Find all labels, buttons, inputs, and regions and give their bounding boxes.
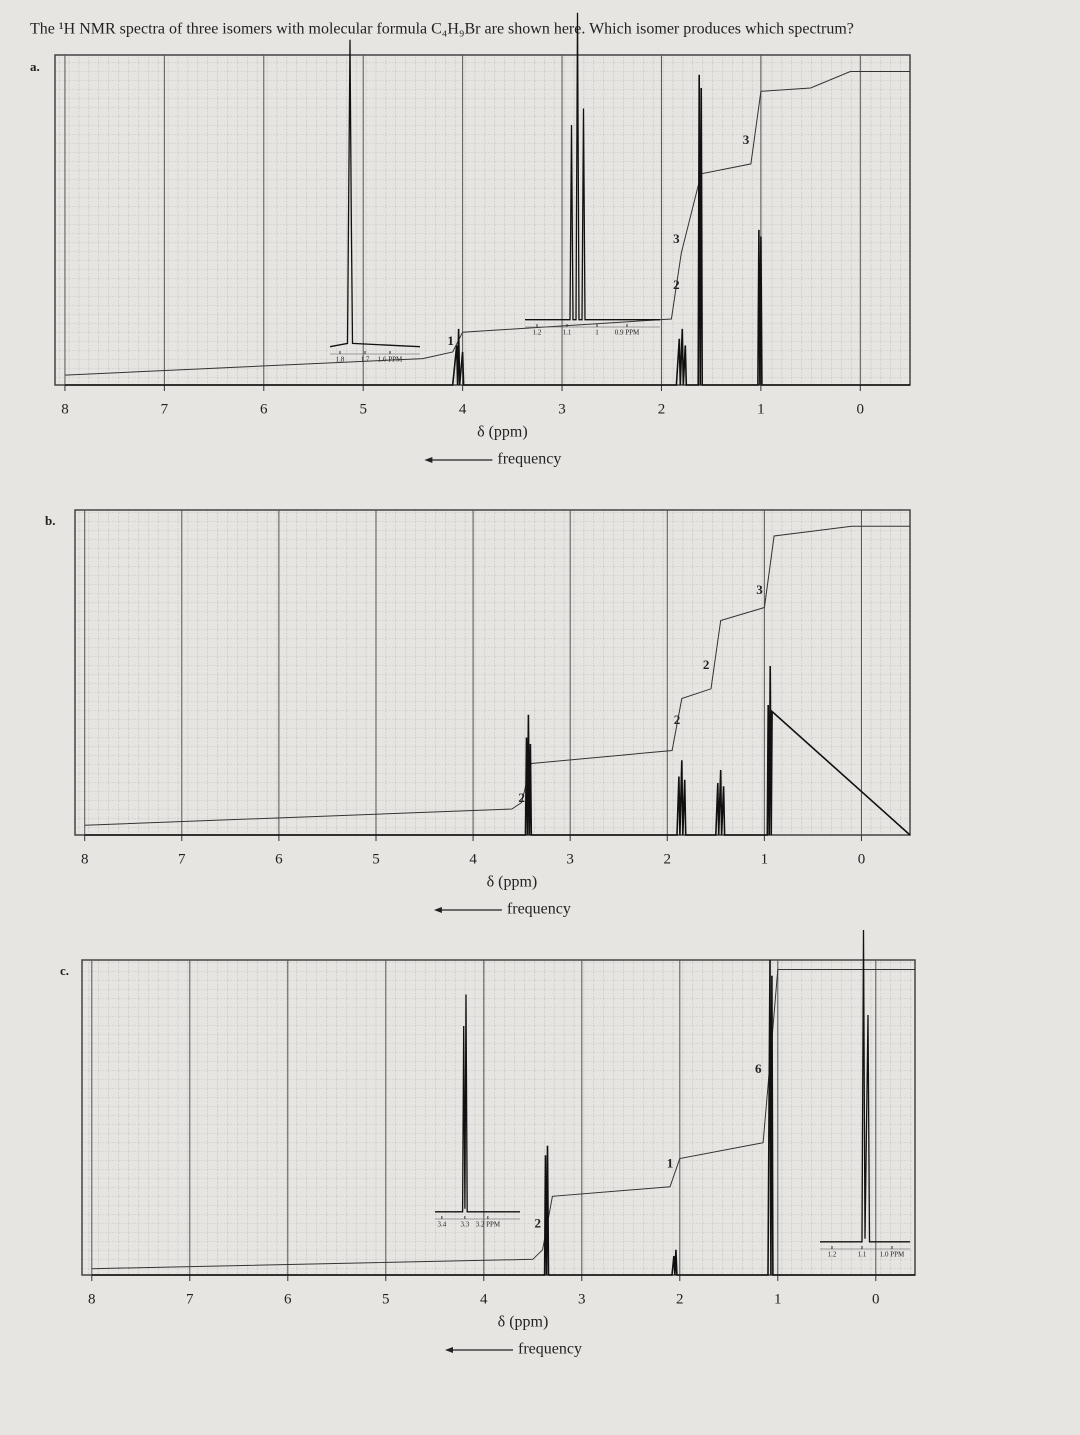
question: The ¹H NMR spectra of three isomers with… [30,21,854,38]
panel-label: b. [45,513,55,528]
x-axis-label: δ (ppm) [487,874,538,891]
inset-tick-label: 1 [595,329,599,337]
inset-spectrum [525,12,660,321]
inset-spectrum [435,994,520,1213]
frequency-arrowhead [424,457,433,463]
x-axis-label: δ (ppm) [498,1314,549,1331]
x-tick-label: 5 [382,1291,390,1307]
x-tick-label: 6 [284,1291,292,1307]
plot-area [81,959,916,1276]
inset-tick-label: 1.6 PPM [378,356,403,364]
inset-tick-label: 3.3 [460,1221,469,1229]
frequency-arrowhead [445,1347,453,1353]
x-tick-label: 6 [260,401,268,417]
inset-tick-label: 1.1 [858,1251,867,1259]
x-tick-label: 8 [88,1291,96,1307]
integration-label: 2 [703,657,710,672]
integration-label: 2 [534,1216,541,1231]
spectrum [91,959,915,1276]
x-tick-label: 5 [359,401,367,417]
integration-label: 3 [756,582,763,597]
spectrum [84,665,911,836]
x-tick-label: 2 [658,401,666,417]
x-tick-label: 8 [61,401,69,417]
inset-tick-label: 1.0 PPM [880,1251,905,1259]
integration-label: 6 [755,1061,762,1076]
integration-label: 2 [518,790,525,805]
frequency-label: frequency [497,451,561,468]
x-tick-label: 4 [480,1291,488,1307]
integration-label: 2 [673,277,680,292]
x-tick-label: 3 [566,851,574,867]
integration-label: 2 [674,712,681,727]
x-tick-label: 0 [857,401,865,417]
inset-tick-label: 1.2 [533,329,542,337]
integration-label: 1 [447,333,454,348]
frequency-arrowhead [433,907,442,913]
inset-tick-label: 1.8 [336,356,345,364]
inset-tick-label: 1.7 [361,356,370,364]
x-tick-label: 3 [558,401,566,417]
x-tick-label: 5 [372,851,380,867]
x-tick-label: 4 [469,851,477,867]
x-tick-label: 8 [81,851,89,867]
integral-curve [84,525,910,826]
integration-label: 1 [667,1156,674,1171]
x-tick-label: 2 [676,1291,684,1307]
x-tick-label: 3 [578,1291,586,1307]
plot-area [54,54,911,386]
x-tick-label: 0 [872,1291,880,1307]
frequency-label: frequency [518,1341,582,1358]
x-tick-label: 1 [761,851,769,867]
inset-tick-label: 3.4 [438,1221,447,1229]
x-tick-label: 0 [858,851,866,867]
integration-label: 3 [743,132,750,147]
integral-curve [91,969,915,1270]
x-tick-label: 6 [275,851,283,867]
x-tick-label: 1 [774,1291,782,1307]
inset-tick-label: 1.2 [828,1251,837,1259]
integral-curve [64,71,910,376]
x-tick-label: 4 [459,401,467,417]
x-tick-label: 7 [186,1291,194,1307]
x-axis-label: δ (ppm) [477,424,528,441]
inset-tick-label: 3.2 PPM [476,1221,501,1229]
inset-tick-label: 1.1 [563,329,572,337]
plot-area [74,509,911,836]
inset-spectrum [329,39,421,348]
inset-tick-label: 0.9 PPM [615,329,640,337]
x-tick-label: 2 [664,851,672,867]
x-tick-label: 1 [757,401,765,417]
x-tick-label: 7 [161,401,169,417]
inset-spectrum [820,929,910,1243]
panel-label: c. [60,963,69,978]
spectrum [64,74,910,386]
integration-label: 3 [673,231,680,246]
x-tick-label: 7 [178,851,186,867]
frequency-label: frequency [507,901,571,918]
panel-label: a. [30,59,40,74]
